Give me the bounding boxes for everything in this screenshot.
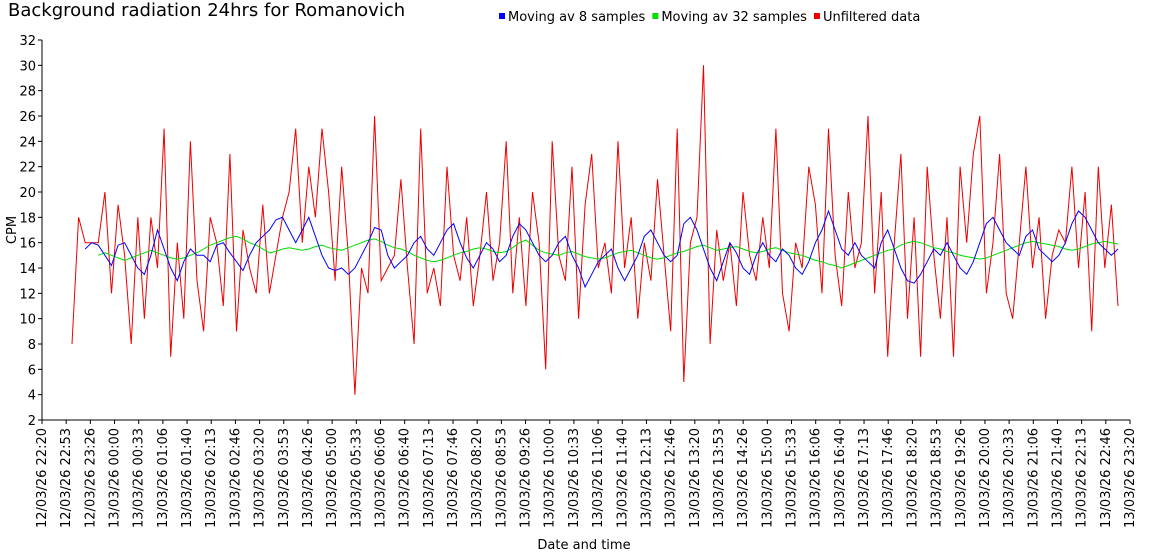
y-axis-title: CPM: [5, 216, 20, 244]
x-tick-label: 13/03/26 07:46: [446, 428, 461, 528]
y-tick-label: 12: [19, 287, 36, 302]
x-tick-label: 13/03/26 01:06: [156, 428, 171, 528]
x-tick-label: 13/03/26 06:40: [398, 428, 413, 528]
x-tick-label: 13/03/26 18:20: [905, 428, 920, 528]
x-tick-label: 13/03/26 04:26: [301, 428, 316, 528]
x-tick-label: 12/03/26 22:53: [59, 428, 74, 528]
x-tick-label: 13/03/26 03:53: [277, 428, 292, 528]
x-tick-label: 13/03/26 02:46: [228, 428, 243, 528]
x-tick-label: 13/03/26 13:20: [688, 428, 703, 528]
y-tick-label: 26: [19, 110, 36, 125]
x-tick-label: 13/03/26 20:00: [978, 428, 993, 528]
x-tick-label: 13/03/26 21:06: [1026, 428, 1041, 528]
x-tick-label: 13/03/26 23:20: [1123, 428, 1138, 528]
x-tick-label: 13/03/26 21:40: [1050, 428, 1065, 528]
x-axis-title: Date and time: [537, 538, 630, 553]
legend-swatch: [813, 13, 820, 19]
y-tick-label: 8: [28, 338, 36, 353]
y-tick-label: 28: [19, 85, 36, 100]
x-tick-label: 13/03/26 08:53: [494, 428, 509, 528]
chart-title: Background radiation 24hrs for Romanovic…: [8, 0, 405, 21]
y-tick-label: 6: [28, 363, 36, 378]
x-tick-label: 13/03/26 11:40: [615, 428, 630, 528]
x-tick-label: 13/03/26 01:40: [180, 428, 195, 528]
x-tick-label: 13/03/26 15:33: [785, 428, 800, 528]
y-tick-label: 2: [28, 414, 36, 429]
x-tick-label: 13/03/26 16:06: [809, 428, 824, 528]
x-tick-label: 13/03/26 14:26: [736, 428, 751, 528]
x-tick-label: 13/03/26 12:46: [664, 428, 679, 528]
x-tick-label: 13/03/26 22:46: [1099, 428, 1114, 528]
y-tick-label: 24: [19, 135, 36, 150]
legend-label: Unfiltered data: [823, 10, 920, 25]
series-line: [98, 235, 1119, 269]
series-line: [71, 65, 1119, 395]
x-tick-label: 13/03/26 11:06: [591, 428, 606, 528]
x-tick-label: 13/03/26 00:00: [108, 428, 123, 528]
legend-swatch: [499, 13, 505, 19]
x-tick-label: 13/03/26 19:26: [954, 428, 969, 528]
x-tick-label: 13/03/26 00:33: [132, 428, 147, 528]
x-tick-label: 13/03/26 03:20: [253, 428, 268, 528]
x-tick-label: 13/03/26 07:13: [422, 428, 437, 528]
series-line: [84, 209, 1119, 289]
x-tick-label: 13/03/26 12:13: [639, 428, 654, 528]
x-tick-label: 13/03/26 18:53: [930, 428, 945, 528]
x-tick-label: 13/03/26 06:06: [373, 428, 388, 528]
y-tick-label: 22: [19, 161, 36, 176]
legend-label: Moving av 32 samples: [661, 10, 807, 25]
x-tick-label: 12/03/26 23:26: [83, 428, 98, 528]
x-tick-label: 13/03/26 22:13: [1075, 428, 1090, 528]
x-tick-label: 13/03/26 09:26: [519, 428, 534, 528]
x-tick-label: 13/03/26 13:53: [712, 428, 727, 528]
y-tick-label: 16: [19, 237, 36, 252]
y-tick-label: 20: [19, 186, 36, 201]
x-tick-label: 13/03/26 10:33: [567, 428, 582, 528]
x-tick-label: 13/03/26 20:33: [1002, 428, 1017, 528]
x-tick-label: 13/03/26 15:00: [760, 428, 775, 528]
y-tick-label: 18: [19, 211, 36, 226]
x-tick-label: 13/03/26 16:40: [833, 428, 848, 528]
x-tick-label: 13/03/26 05:33: [349, 428, 364, 528]
y-tick-label: 4: [28, 389, 36, 404]
y-tick-label: 30: [19, 59, 36, 74]
y-tick-label: 32: [19, 34, 36, 49]
y-tick-label: 14: [19, 262, 36, 277]
x-tick-label: 12/03/26 22:20: [35, 428, 50, 528]
legend-label: Moving av 8 samples: [508, 10, 646, 25]
x-tick-label: 13/03/26 10:00: [543, 428, 558, 528]
x-tick-label: 13/03/26 02:13: [204, 428, 219, 528]
x-tick-label: 13/03/26 17:13: [857, 428, 872, 528]
x-tick-label: 13/03/26 05:00: [325, 428, 340, 528]
y-tick-label: 10: [19, 313, 36, 328]
x-tick-label: 13/03/26 17:46: [881, 428, 896, 528]
x-tick-label: 13/03/26 08:20: [470, 428, 485, 528]
legend-swatch: [652, 13, 659, 19]
